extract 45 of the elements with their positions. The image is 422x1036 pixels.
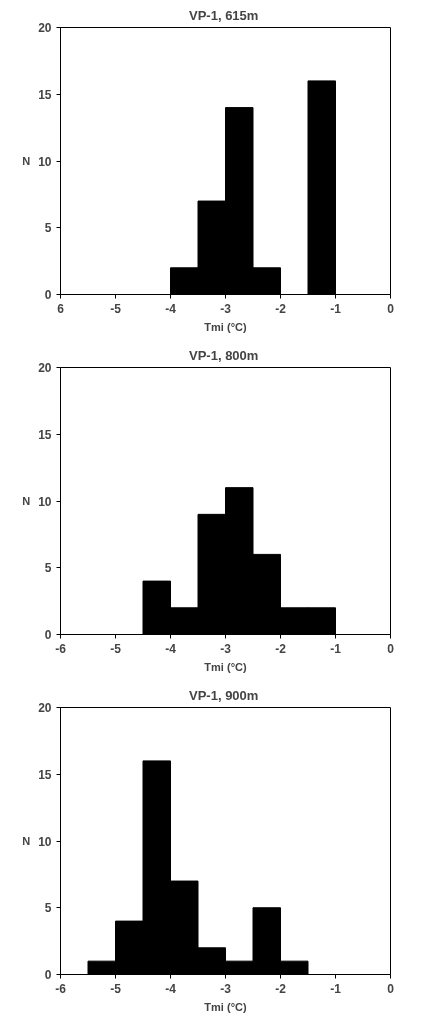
y-tick-label: 20 <box>38 361 52 375</box>
x-tick-label: 0 <box>387 981 395 996</box>
x-tick-label: 0 <box>387 301 395 316</box>
y-tick-label: 15 <box>38 427 52 442</box>
y-tick-label: 20 <box>38 701 52 715</box>
y-tick-label: 0 <box>44 628 52 642</box>
x-tick-label: -1 <box>330 641 342 656</box>
x-axis-title: Tmi (°C) <box>204 660 247 673</box>
x-tick-label: -5 <box>110 981 122 996</box>
y-tick-label: 10 <box>38 494 52 509</box>
y-tick-label: 20 <box>38 21 52 35</box>
y-axis-title: N <box>22 155 31 167</box>
x-tick-label: -1 <box>330 981 342 996</box>
y-tick-label: 10 <box>38 154 52 169</box>
y-axis-title: N <box>22 835 31 847</box>
x-tick-label: -3 <box>220 641 232 656</box>
x-tick-label: -5 <box>110 301 122 316</box>
y-tick-label: 5 <box>44 221 52 236</box>
x-tick-label: 6 <box>57 301 65 316</box>
x-tick-label: -5 <box>110 641 122 656</box>
x-axis-title: Tmi (°C) <box>204 320 247 333</box>
x-axis-title: Tmi (°C) <box>204 1000 247 1013</box>
x-tick-label: -4 <box>165 981 177 996</box>
x-tick-label: -3 <box>220 981 232 996</box>
x-tick-label: -2 <box>275 641 287 656</box>
y-tick-label: 5 <box>44 901 52 916</box>
chart-title: VP-1, 615m <box>189 7 259 23</box>
y-axis-title: N <box>22 495 31 507</box>
x-tick-label: 0 <box>387 641 395 656</box>
x-tick-label: -4 <box>165 641 177 656</box>
y-tick-label: 15 <box>38 87 52 102</box>
x-tick-label: -2 <box>275 301 287 316</box>
x-tick-label: -1 <box>330 301 342 316</box>
chart-title: VP-1, 900m <box>189 687 259 703</box>
x-tick-label: -4 <box>165 301 177 316</box>
x-tick-label: -2 <box>275 981 287 996</box>
y-tick-label: 10 <box>38 834 52 849</box>
chart-title: VP-1, 800m <box>189 347 259 363</box>
y-tick-label: 5 <box>44 561 52 576</box>
x-tick-label: -6 <box>55 641 67 656</box>
x-tick-label: -6 <box>55 981 67 996</box>
y-tick-label: 0 <box>44 968 52 982</box>
y-tick-label: 0 <box>44 288 52 302</box>
y-tick-label: 15 <box>38 767 52 782</box>
x-tick-label: -3 <box>220 301 232 316</box>
